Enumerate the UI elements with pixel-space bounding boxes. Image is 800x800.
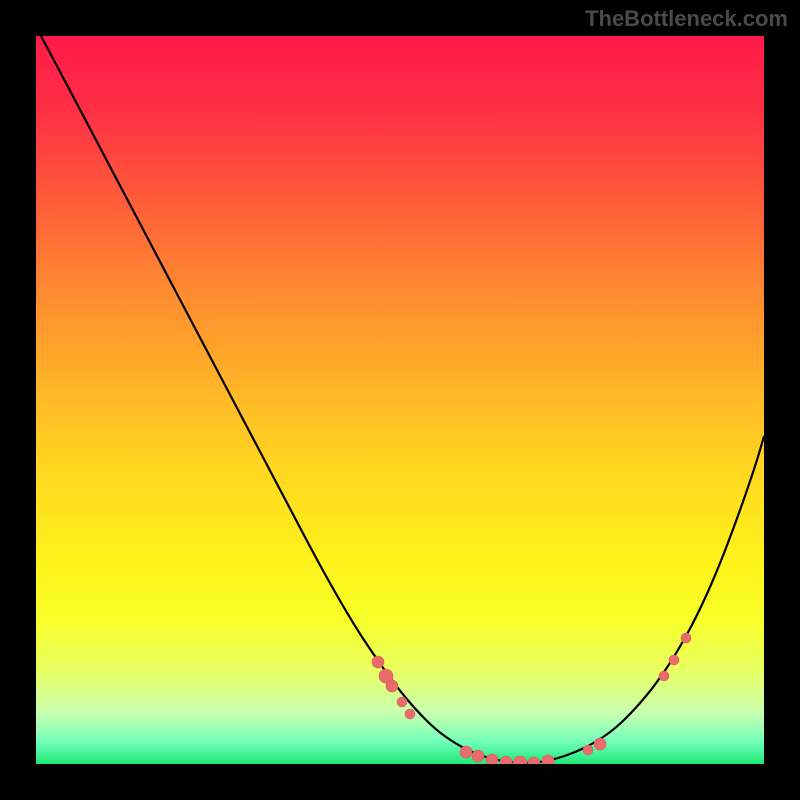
curve-marker (594, 738, 606, 750)
curve-marker (460, 746, 472, 758)
curve-marker (386, 680, 398, 692)
curve-layer (36, 36, 764, 764)
curve-marker (486, 754, 498, 764)
curve-marker (372, 656, 384, 668)
curve-marker (681, 633, 691, 643)
curve-marker (542, 755, 554, 764)
curve-marker (528, 757, 540, 764)
curve-marker (583, 745, 593, 755)
curve-marker (405, 709, 415, 719)
curve-marker (669, 655, 679, 665)
curve-marker (513, 756, 527, 764)
plot-container (36, 36, 764, 764)
curve-marker (659, 671, 669, 681)
attribution-text: TheBottleneck.com (585, 6, 788, 32)
curve-marker (500, 756, 512, 764)
curve-marker (397, 697, 407, 707)
curve-marker (472, 750, 484, 762)
bottleneck-curve (41, 36, 764, 763)
